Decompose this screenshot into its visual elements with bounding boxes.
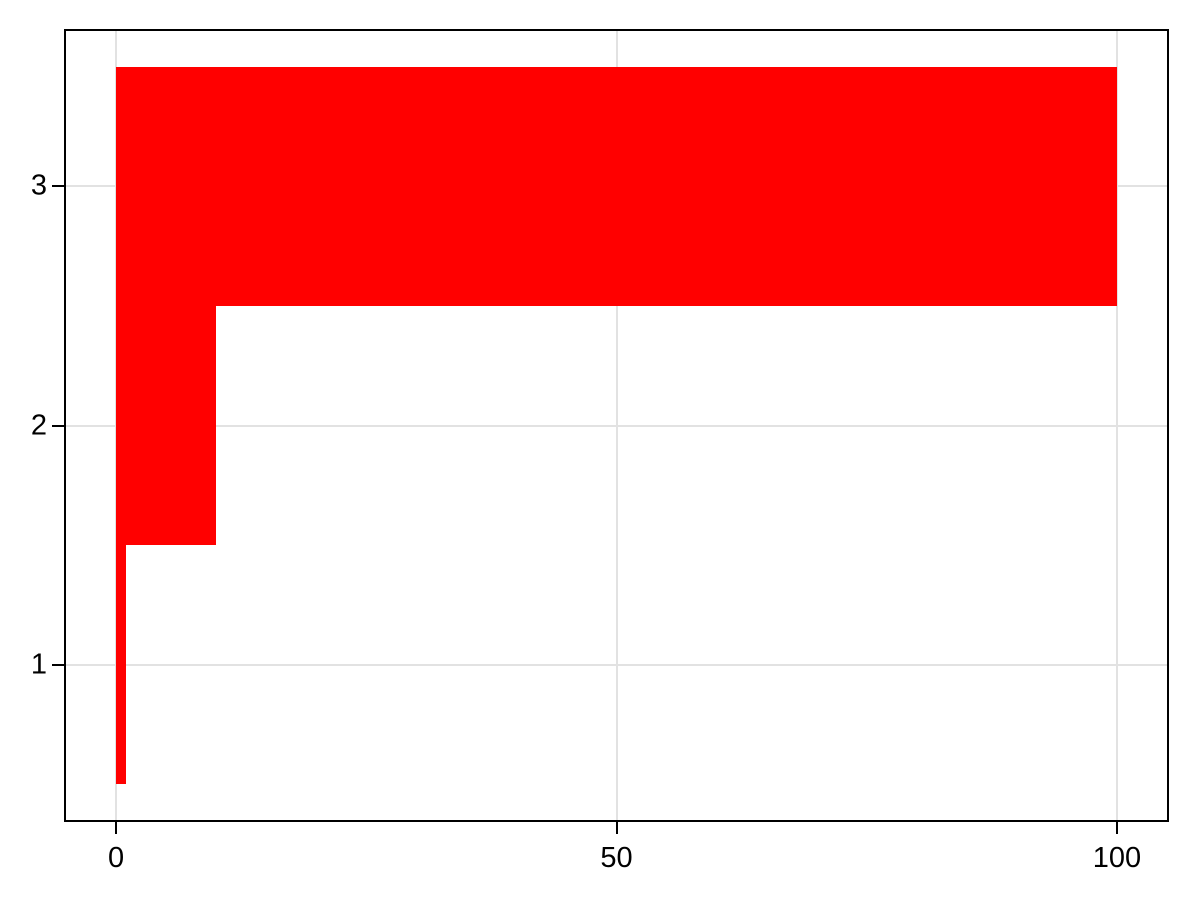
x-axis-tick-label: 100: [1092, 842, 1142, 874]
x-axis-tick: [115, 822, 118, 834]
bar-category-3: [116, 66, 1117, 306]
plot-area: [66, 31, 1167, 820]
bar-category-1: [116, 545, 127, 785]
y-axis-tick-label: 3: [30, 169, 47, 202]
y-axis-tick-label: 2: [30, 409, 47, 441]
y-axis-tick: [52, 424, 64, 427]
y-gridline: [66, 663, 1167, 666]
y-axis-tick: [52, 663, 64, 666]
x-axis-tick: [615, 822, 618, 834]
y-axis-tick: [52, 185, 64, 188]
y-axis-tick-label: 1: [30, 648, 47, 681]
y-gridline: [66, 424, 1167, 427]
x-axis-tick: [1115, 822, 1118, 834]
x-axis-tick-label: 50: [600, 842, 633, 874]
bar-category-2: [116, 305, 217, 546]
x-axis-tick-label: 0: [107, 842, 125, 874]
